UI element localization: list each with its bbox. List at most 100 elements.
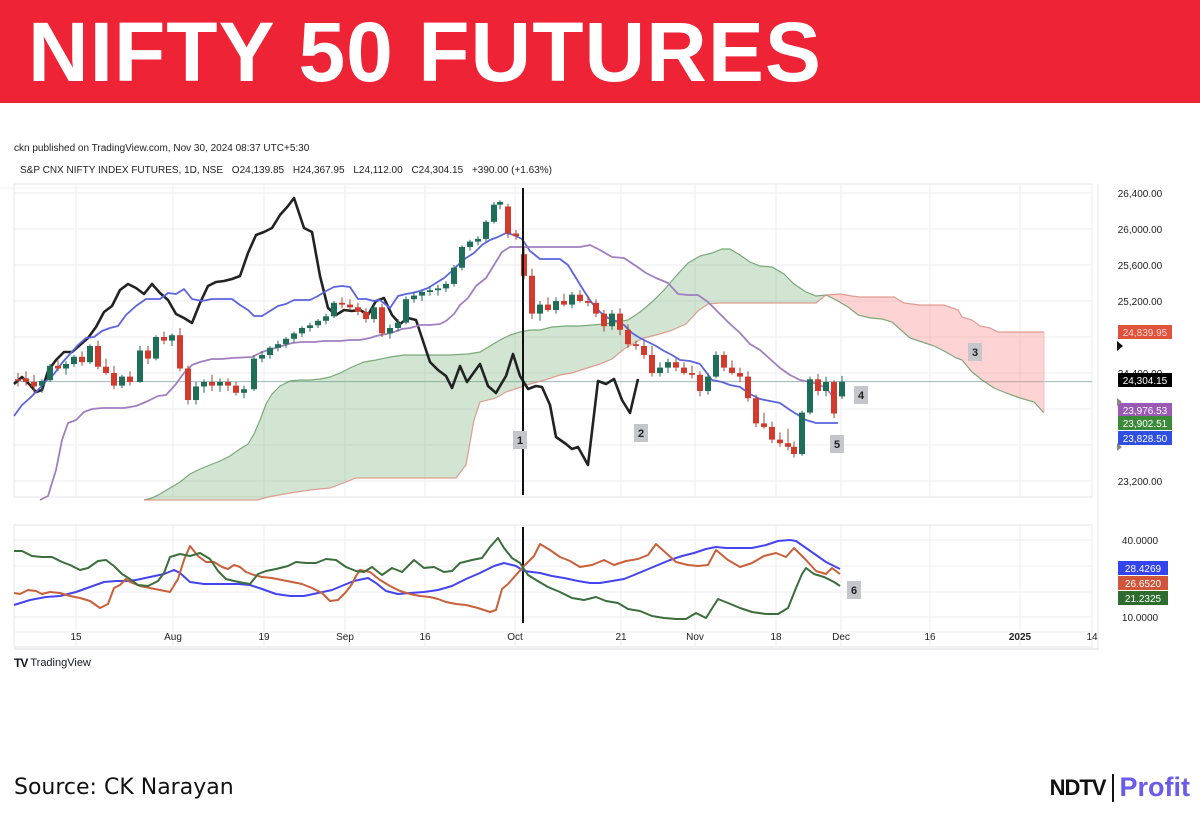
candle-down (161, 337, 167, 341)
candle-up (47, 365, 53, 381)
candle-up (71, 356, 77, 364)
time-tick-label: Aug (164, 632, 182, 643)
candle-up (411, 295, 417, 300)
candle-up (569, 294, 575, 305)
candle-up (799, 412, 805, 454)
price-label-tag (1118, 403, 1172, 417)
symbol-name[interactable]: S&P CNX NIFTY INDEX FUTURES, 1D, NSE (20, 165, 224, 176)
price-tick-label: 25,200.00 (1118, 297, 1163, 308)
annotation-label: 5 (834, 439, 840, 451)
price-label-tag (1118, 431, 1172, 445)
indicator-blue-line (13, 539, 841, 606)
annotation-box (513, 431, 527, 449)
candle-up (387, 328, 393, 334)
candle-up (63, 364, 69, 369)
time-tick-label: 21 (615, 632, 627, 643)
candle-up (443, 283, 449, 289)
ohlc-open: O24,139.85 (231, 165, 285, 176)
candle-up (193, 386, 199, 400)
price-marker-icon (1117, 341, 1123, 351)
candle-down (625, 329, 631, 345)
annotation-box (847, 581, 861, 599)
price-marker-icon (1117, 443, 1122, 451)
candle-down (355, 307, 361, 312)
price-label-tag (1118, 325, 1172, 339)
candle-up (217, 382, 223, 386)
symbol-legend: S&P CNX NIFTY INDEX FUTURES, 1D, NSE O24… (20, 165, 558, 176)
indicator-lines (13, 196, 838, 501)
candle-up (403, 299, 409, 323)
candle-down (593, 302, 599, 314)
ohlc-low: L24,112.00 (353, 165, 403, 176)
candle-up (553, 301, 559, 310)
candle-up (451, 267, 457, 284)
candle-down (831, 382, 837, 414)
candle-down (95, 346, 101, 367)
price-tick-label: 26,000.00 (1118, 225, 1163, 236)
candle-down (649, 355, 655, 373)
candle-up (395, 322, 401, 328)
candle-up (459, 247, 465, 268)
price-tick-label: 25,600.00 (1118, 261, 1163, 272)
annotations-layer: 1 2 3 4 5 6 (513, 188, 982, 623)
candle-down (103, 366, 109, 373)
candle-up (291, 333, 297, 339)
candle-up (419, 292, 425, 296)
price-label-value: 23,902.51 (1123, 419, 1168, 430)
candle-up (657, 367, 663, 373)
price-axis[interactable]: 26,400.0026,000.0025,600.0025,200.0024,4… (1097, 184, 1172, 650)
indicator-value-tag (1118, 576, 1168, 590)
annotation-box (968, 343, 982, 361)
candle-up (259, 355, 265, 359)
time-tick-label: 16 (924, 632, 936, 643)
ndtv-wordmark: NDTV (1049, 774, 1107, 800)
candle-down (745, 376, 751, 399)
candle-down (379, 307, 385, 334)
ohlc-close: C24,304.15 (411, 165, 464, 176)
published-info: ckn published on TradingView.com, Nov 30… (14, 143, 310, 154)
candle-down (769, 427, 775, 440)
candle-down (697, 374, 703, 391)
candle-down (761, 423, 767, 427)
title-banner: NIFTY 50 FUTURES (0, 0, 1200, 103)
candle-down (209, 382, 215, 386)
candle-down (689, 373, 695, 375)
indicator-value-tag (1118, 561, 1168, 575)
candle-down (31, 382, 37, 387)
time-tick-label: Oct (507, 632, 523, 643)
time-axis[interactable]: 15 Aug 19 Sep 16 Oct 21 Nov 18 Dec 16 2025 14 (14, 632, 1098, 650)
time-tick-label: Nov (686, 632, 704, 643)
ichimoku-cloud (143, 248, 1045, 501)
candle-down (545, 304, 551, 310)
candle-down (15, 379, 21, 381)
candle-up (241, 389, 247, 393)
candle-down (721, 355, 727, 368)
candle-up (307, 325, 313, 328)
chikou-span-lagging-line (13, 196, 640, 467)
candle-down (585, 301, 591, 303)
candle-down (513, 233, 519, 237)
source-credit: Source: CK Narayan (14, 775, 234, 800)
senkou-span-a (143, 248, 1045, 501)
indicator-value: 28.4269 (1125, 564, 1162, 575)
time-tick-label: 18 (770, 632, 782, 643)
price-label-tag (1118, 373, 1172, 387)
candlesticks (15, 200, 845, 458)
tradingview-label: TradingView (30, 657, 91, 669)
candle-down (785, 443, 791, 447)
candle-up (371, 307, 377, 319)
candle-down (601, 313, 607, 327)
candle-up (315, 320, 321, 326)
time-tick-label: Sep (336, 632, 354, 643)
price-tick-label: 23,200.00 (1118, 477, 1163, 488)
candle-down (145, 350, 151, 359)
time-tick-label: 16 (419, 632, 431, 643)
candle-down (363, 311, 369, 319)
candle-up (169, 335, 175, 341)
candle-up (713, 355, 719, 377)
candle-up (483, 221, 489, 239)
candle-down (673, 362, 679, 368)
tradingview-logo[interactable]: TV TradingView (14, 656, 91, 670)
candle-up (665, 362, 671, 368)
